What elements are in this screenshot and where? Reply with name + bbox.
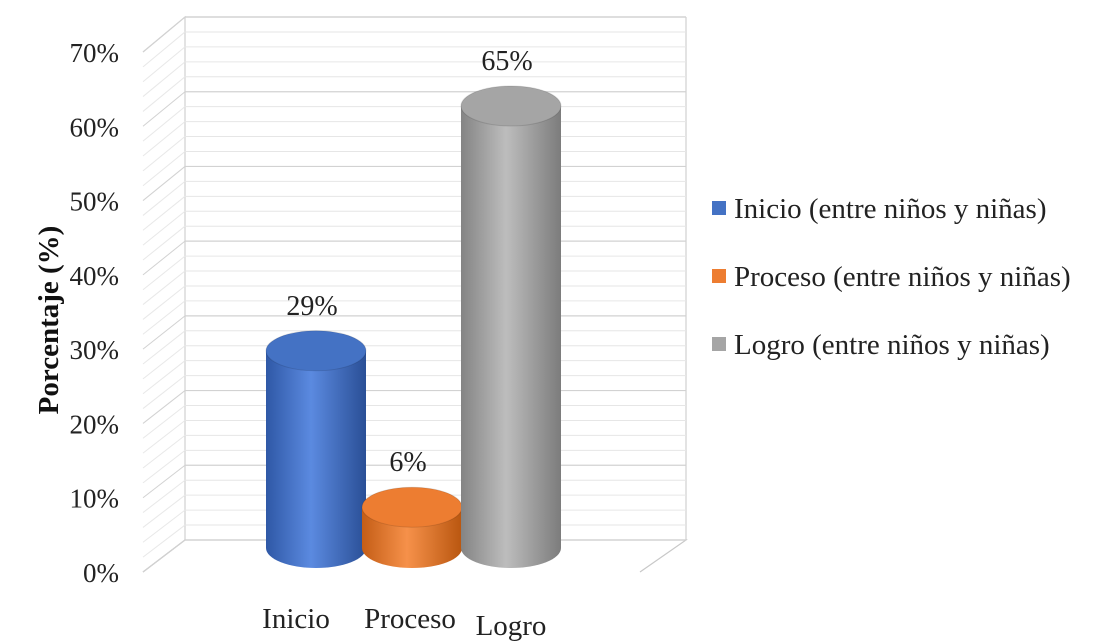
side-gridline [142, 255, 186, 291]
bar-inicio: 29% [265, 291, 367, 568]
legend-label: Proceso (entre niños y niñas) [734, 261, 1071, 293]
side-gridline [142, 195, 186, 231]
y-tick-label: 60% [70, 112, 120, 142]
side-gridline [142, 31, 186, 68]
y-tick-label: 50% [70, 187, 120, 217]
legend-item-logro: Logro (entre niños y niñas) [712, 329, 1050, 361]
side-gridline [142, 509, 186, 543]
legend-swatch [712, 201, 726, 215]
side-gridline [142, 46, 186, 83]
side-gridline [142, 464, 186, 499]
side-gridline [142, 375, 186, 409]
legend-item-proceso: Proceso (entre niños y niñas) [712, 261, 1071, 293]
category-label: Proceso [364, 603, 456, 635]
side-gridline [142, 479, 186, 513]
side-wall [142, 15, 186, 573]
side-gridline [142, 225, 186, 261]
cylinder-body [266, 350, 366, 568]
y-axis-ticks: 0% 10% 20% 30% 40% 50% 60% 70% [70, 38, 120, 588]
side-gridline [142, 180, 186, 216]
side-gridline [142, 210, 186, 246]
side-gridline [142, 285, 186, 320]
side-gridline [142, 539, 186, 573]
side-gridline [142, 330, 186, 365]
side-gridline [142, 494, 186, 528]
data-label: 6% [389, 447, 426, 478]
bar-logro: 65% [460, 46, 562, 568]
y-tick-label: 30% [70, 335, 120, 365]
data-label: 65% [481, 46, 532, 77]
side-gridline [142, 345, 186, 380]
cylinder-body [461, 106, 561, 568]
y-tick-label: 0% [83, 558, 119, 588]
side-gridline [142, 390, 186, 424]
bar-proceso: 6% [361, 447, 463, 568]
category-label: Logro [476, 610, 547, 642]
data-label: 29% [286, 291, 337, 322]
gridlines [142, 16, 686, 573]
side-gridline [142, 91, 186, 127]
side-gridline [142, 420, 186, 454]
side-gridline [142, 106, 186, 142]
legend-swatch [712, 337, 726, 351]
side-gridline [142, 524, 186, 558]
y-tick-label: 40% [70, 261, 120, 291]
side-gridline [142, 76, 186, 112]
legend-label: Inicio (entre niños y niñas) [734, 193, 1046, 225]
legend-swatch [712, 269, 726, 283]
cylinder-top [265, 330, 367, 372]
y-tick-label: 20% [70, 409, 120, 439]
y-tick-label: 10% [70, 484, 120, 514]
side-gridline [142, 240, 186, 276]
side-gridline [142, 405, 186, 439]
y-tick-label: 70% [70, 38, 120, 68]
bars: 29% 6% 65% [265, 46, 562, 568]
y-axis-label: Porcentaje (%) [33, 226, 65, 415]
side-gridline [142, 315, 186, 350]
side-gridline [142, 449, 186, 484]
side-gridline [142, 136, 186, 172]
side-gridline [142, 61, 186, 97]
side-gridline [142, 270, 186, 305]
side-gridline [142, 300, 186, 335]
cylinder-top [361, 486, 463, 528]
side-gridline [142, 435, 186, 469]
x-axis-categories: Inicio Proceso Logro [262, 603, 546, 642]
legend: Inicio (entre niños y niñas) Proceso (ent… [712, 193, 1071, 361]
side-gridline [142, 121, 186, 157]
side-gridline [142, 166, 186, 201]
side-gridline [142, 360, 186, 395]
category-label: Inicio [262, 603, 330, 635]
side-gridline [142, 16, 186, 53]
side-gridline [142, 151, 186, 187]
legend-item-inicio: Inicio (entre niños y niñas) [712, 193, 1046, 225]
cylinder-top [460, 85, 562, 127]
legend-label: Logro (entre niños y niñas) [734, 329, 1050, 361]
